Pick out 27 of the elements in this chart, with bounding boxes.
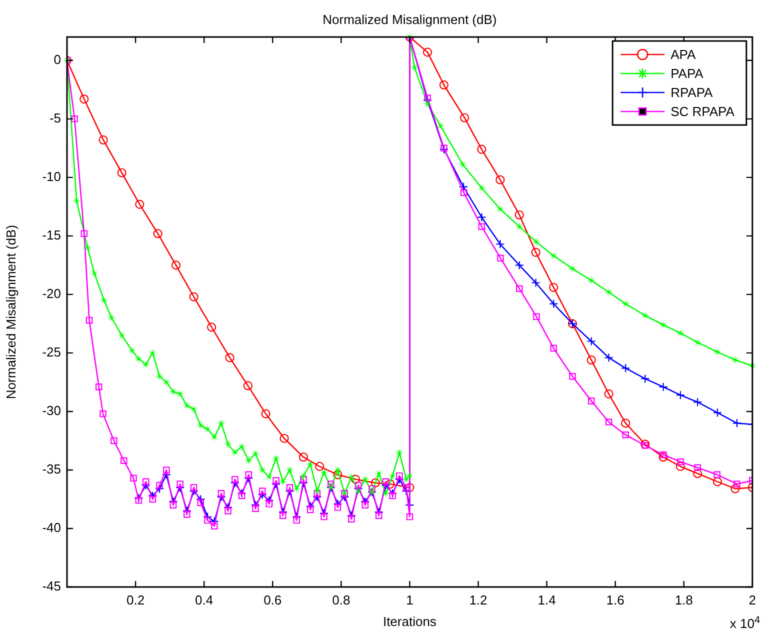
x-axis-title: Iterations [382,614,437,629]
legend-label: RPAPA [670,85,714,100]
y-axis-title: Normalized Misalignment (dB) [3,224,18,400]
y-tick-label: -5 [49,110,61,126]
y-tick-label: -25 [42,344,61,360]
x-tick-label: 2 [748,592,756,608]
y-tick-label: -45 [42,578,61,594]
y-tick-label: -20 [42,286,61,302]
x-tick-label: 1.6 [606,592,624,608]
legend-label: SC RPAPA [670,104,735,120]
y-tick-label: 0 [54,52,61,67]
legend-label: PAPA [670,66,704,82]
legend-label: APA [670,47,696,62]
x-tick-label: 0.8 [332,592,350,608]
x-tick-label: 1 [406,592,414,608]
x-tick-label: 0.2 [126,592,145,608]
y-tick-label: -10 [42,169,61,184]
x-tick-label: 1.8 [674,592,693,608]
x-tick-label: 1.4 [538,592,556,608]
y-tick-label: -35 [42,462,61,477]
y-tick-label: -15 [42,228,61,243]
x-tick-label: 0.4 [195,592,214,608]
chart-title: Normalized Misalignment (dB) [322,12,497,27]
y-tick-label: -30 [42,403,61,418]
x-tick-label: 0.6 [264,592,282,608]
x-tick-label: 1.2 [469,592,488,608]
y-tick-label: -40 [42,520,61,536]
